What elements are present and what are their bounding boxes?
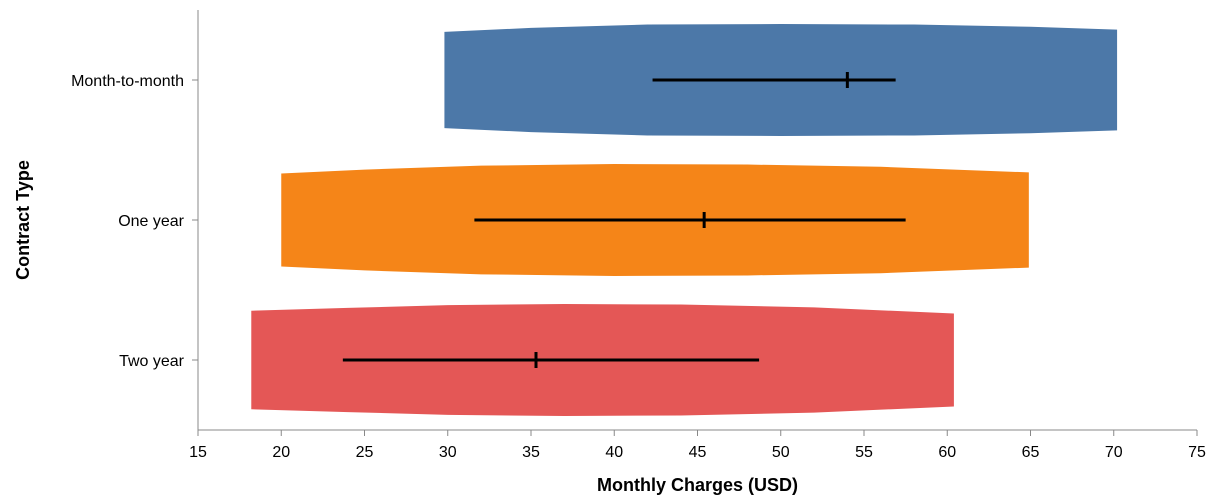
y-tick-label: Month-to-month xyxy=(71,73,184,90)
x-tick-label: 40 xyxy=(605,444,623,461)
x-axis-ticks: 15 20 25 30 35 40 45 50 55 60 65 70 75 xyxy=(189,430,1206,461)
x-tick-label: 45 xyxy=(689,444,707,461)
x-tick-label: 50 xyxy=(772,444,790,461)
x-tick-label: 55 xyxy=(855,444,873,461)
x-tick-label: 60 xyxy=(938,444,956,461)
x-tick-label: 15 xyxy=(189,444,207,461)
violin-layer xyxy=(251,24,1118,416)
x-tick-label: 35 xyxy=(522,444,540,461)
x-tick-label: 25 xyxy=(356,444,374,461)
y-tick-label: Two year xyxy=(119,353,185,370)
y-tick-label: One year xyxy=(118,213,184,230)
x-axis-title: Monthly Charges (USD) xyxy=(597,475,798,495)
x-tick-label: 65 xyxy=(1022,444,1040,461)
y-axis-title: Contract Type xyxy=(13,160,33,280)
y-axis-ticks: Month-to-month One year Two year xyxy=(71,73,198,370)
x-tick-label: 30 xyxy=(439,444,457,461)
x-tick-label: 20 xyxy=(272,444,290,461)
x-tick-label: 70 xyxy=(1105,444,1123,461)
x-tick-label: 75 xyxy=(1188,444,1206,461)
